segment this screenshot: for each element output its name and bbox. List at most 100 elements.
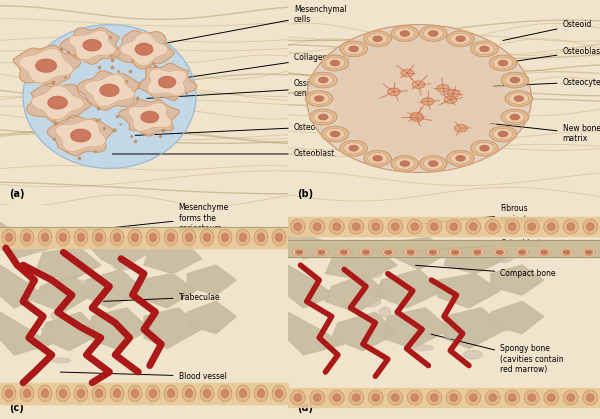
Polygon shape: [412, 345, 433, 351]
Polygon shape: [221, 389, 229, 397]
Polygon shape: [2, 229, 16, 246]
Polygon shape: [493, 57, 513, 69]
Polygon shape: [528, 223, 535, 230]
Polygon shape: [167, 389, 175, 397]
Polygon shape: [509, 223, 516, 230]
Polygon shape: [353, 223, 360, 230]
Polygon shape: [239, 389, 247, 397]
Polygon shape: [92, 229, 106, 246]
Polygon shape: [344, 43, 364, 54]
Polygon shape: [493, 325, 513, 331]
Polygon shape: [313, 74, 333, 86]
Polygon shape: [200, 229, 214, 246]
Polygon shape: [307, 25, 532, 173]
Polygon shape: [337, 249, 350, 256]
Polygon shape: [392, 223, 399, 230]
Polygon shape: [56, 229, 70, 246]
Polygon shape: [505, 74, 525, 86]
Polygon shape: [349, 220, 364, 234]
Polygon shape: [407, 220, 422, 234]
Polygon shape: [69, 31, 115, 60]
Text: Mesenchyme
forms the
periosteum: Mesenchyme forms the periosteum: [83, 203, 229, 233]
Polygon shape: [368, 153, 388, 164]
Polygon shape: [282, 265, 335, 308]
Polygon shape: [329, 220, 344, 234]
Polygon shape: [329, 391, 344, 405]
Polygon shape: [466, 391, 481, 405]
Polygon shape: [331, 60, 340, 66]
Polygon shape: [496, 251, 514, 262]
Polygon shape: [121, 279, 136, 287]
Polygon shape: [382, 237, 450, 269]
Polygon shape: [31, 85, 84, 120]
Polygon shape: [431, 223, 438, 230]
Polygon shape: [388, 391, 403, 405]
Polygon shape: [447, 150, 474, 166]
Polygon shape: [582, 249, 596, 256]
Polygon shape: [471, 41, 498, 57]
Polygon shape: [179, 315, 193, 321]
Polygon shape: [100, 84, 119, 96]
Polygon shape: [95, 389, 103, 397]
Polygon shape: [13, 45, 80, 86]
Polygon shape: [429, 161, 438, 166]
Polygon shape: [563, 391, 578, 405]
Polygon shape: [71, 129, 91, 142]
Polygon shape: [38, 229, 52, 246]
Polygon shape: [164, 229, 178, 246]
Polygon shape: [36, 59, 56, 72]
Polygon shape: [511, 114, 520, 120]
Polygon shape: [56, 119, 106, 151]
Polygon shape: [74, 229, 88, 246]
Text: Osteoblast: Osteoblast: [112, 150, 335, 158]
Polygon shape: [128, 103, 172, 131]
Text: Fibrous
periosteum: Fibrous periosteum: [416, 204, 544, 224]
Text: Osteoblast: Osteoblast: [403, 239, 541, 252]
Polygon shape: [470, 249, 484, 256]
Polygon shape: [470, 394, 477, 401]
Polygon shape: [0, 265, 43, 308]
Polygon shape: [444, 308, 506, 349]
Polygon shape: [491, 265, 544, 295]
Polygon shape: [92, 385, 106, 401]
Polygon shape: [128, 229, 142, 246]
Polygon shape: [511, 78, 520, 83]
Polygon shape: [113, 233, 121, 241]
Polygon shape: [340, 140, 367, 156]
Polygon shape: [372, 394, 379, 401]
Polygon shape: [400, 31, 409, 36]
Polygon shape: [499, 132, 508, 137]
Polygon shape: [26, 83, 91, 123]
Polygon shape: [51, 311, 65, 320]
Polygon shape: [257, 389, 265, 397]
Polygon shape: [391, 156, 419, 171]
Polygon shape: [305, 91, 333, 106]
Polygon shape: [294, 223, 301, 230]
Polygon shape: [515, 249, 529, 256]
Polygon shape: [333, 42, 505, 155]
Polygon shape: [427, 220, 442, 234]
Polygon shape: [344, 142, 364, 154]
Polygon shape: [314, 249, 328, 256]
Polygon shape: [379, 307, 391, 317]
Text: Blood vessel: Blood vessel: [61, 372, 226, 381]
Polygon shape: [319, 78, 328, 83]
Polygon shape: [77, 233, 85, 241]
Polygon shape: [544, 391, 559, 405]
Polygon shape: [325, 57, 345, 69]
Polygon shape: [364, 31, 391, 47]
Polygon shape: [489, 223, 496, 230]
Text: Osteoid: Osteoid: [503, 20, 592, 41]
Polygon shape: [451, 33, 470, 44]
Polygon shape: [158, 77, 176, 88]
Polygon shape: [135, 44, 153, 55]
Polygon shape: [131, 389, 139, 397]
Polygon shape: [182, 385, 196, 401]
Polygon shape: [388, 88, 400, 96]
Polygon shape: [368, 33, 388, 44]
Polygon shape: [524, 220, 539, 234]
Polygon shape: [493, 249, 506, 256]
Polygon shape: [340, 251, 347, 254]
Polygon shape: [411, 394, 418, 401]
Polygon shape: [480, 146, 489, 151]
